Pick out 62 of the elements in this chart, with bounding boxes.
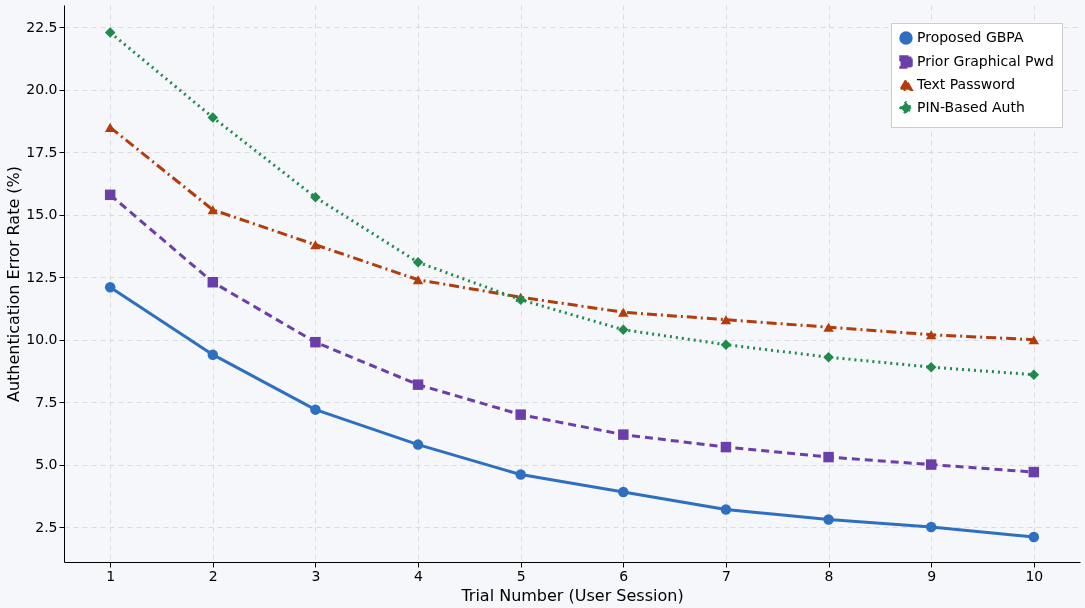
x-tick-label: 9 bbox=[927, 567, 937, 584]
y-tick-label: 2.5 bbox=[35, 518, 58, 535]
point bbox=[207, 277, 219, 288]
point bbox=[925, 361, 937, 373]
point bbox=[207, 349, 219, 360]
point bbox=[1028, 335, 1040, 345]
y-tick-label: 5.0 bbox=[35, 456, 58, 473]
x-tick-label: 8 bbox=[824, 567, 834, 584]
y-tick-label: 20.0 bbox=[26, 81, 58, 98]
point bbox=[1028, 369, 1040, 380]
point bbox=[823, 351, 834, 363]
point bbox=[412, 379, 424, 390]
x-tick-label: 4 bbox=[414, 567, 424, 584]
legend-label: Text Password bbox=[916, 76, 1016, 92]
point bbox=[925, 521, 937, 533]
point bbox=[1028, 466, 1040, 478]
point bbox=[310, 192, 321, 203]
point bbox=[412, 439, 424, 450]
legend-label: PIN-Based Auth bbox=[917, 99, 1025, 115]
point bbox=[310, 404, 321, 415]
point bbox=[515, 409, 526, 420]
y-tick-label: 10.0 bbox=[26, 331, 58, 348]
point bbox=[618, 324, 629, 335]
y-tick-label: 15.0 bbox=[26, 206, 58, 223]
y-tick-label: 17.5 bbox=[26, 143, 58, 160]
point bbox=[925, 459, 937, 470]
point bbox=[720, 441, 732, 453]
point bbox=[720, 504, 732, 515]
point bbox=[823, 322, 834, 332]
point bbox=[207, 112, 219, 123]
point bbox=[104, 282, 116, 293]
x-tick-label: 2 bbox=[208, 567, 218, 584]
point bbox=[823, 514, 834, 525]
point bbox=[515, 469, 526, 480]
x-axis-title: Trial Number (User Session) bbox=[460, 585, 684, 605]
x-tick-label: 10 bbox=[1025, 567, 1044, 584]
point bbox=[1028, 531, 1040, 543]
legend-label: Prior Graphical Pwd bbox=[917, 53, 1054, 69]
point bbox=[207, 205, 219, 215]
legend-label: Proposed GBPA bbox=[917, 29, 1024, 45]
x-tick-label: 1 bbox=[106, 567, 116, 584]
point bbox=[310, 336, 321, 348]
point bbox=[823, 451, 834, 463]
point bbox=[925, 330, 937, 340]
point bbox=[720, 315, 732, 325]
point bbox=[618, 486, 629, 498]
point bbox=[618, 307, 629, 317]
point bbox=[310, 240, 321, 250]
point bbox=[412, 257, 424, 268]
point bbox=[720, 339, 732, 350]
point bbox=[412, 275, 424, 285]
x-tick-label: 5 bbox=[516, 567, 526, 584]
y-tick-label: 7.5 bbox=[35, 393, 58, 410]
x-tick-label: 3 bbox=[311, 567, 321, 584]
y-axis-title: Authentication Error Rate (%) bbox=[4, 165, 24, 403]
point bbox=[104, 27, 116, 38]
x-tick-label: 6 bbox=[619, 567, 629, 584]
point bbox=[618, 429, 629, 440]
x-tick-label: 7 bbox=[721, 567, 731, 584]
point bbox=[104, 189, 116, 201]
y-tick-label: 12.5 bbox=[26, 268, 58, 285]
y-tick-label: 22.5 bbox=[26, 18, 58, 35]
